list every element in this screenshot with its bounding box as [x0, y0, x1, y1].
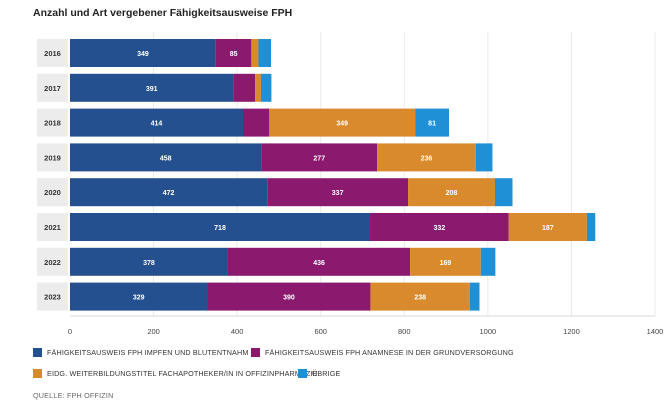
category-label-box — [37, 143, 68, 172]
x-tick-label: 200 — [147, 327, 160, 336]
data-label: 238 — [414, 295, 426, 302]
bar-segment — [260, 73, 272, 102]
bar-segment — [261, 143, 378, 172]
category-tick-label: 2018 — [44, 119, 61, 128]
bar-segment — [508, 213, 587, 241]
bar-segment — [494, 178, 513, 207]
data-label: 236 — [421, 155, 433, 162]
bar-segment — [70, 213, 371, 241]
bar-segment — [480, 247, 496, 276]
category-tick-label: 2021 — [44, 223, 61, 232]
data-label: 349 — [336, 121, 348, 128]
category-label-box — [37, 213, 68, 241]
data-label: 391 — [146, 86, 158, 93]
x-tick-label: 800 — [398, 327, 411, 336]
bar-segment — [70, 282, 208, 311]
legend-swatch — [33, 369, 42, 378]
bar-segment — [70, 39, 216, 67]
x-tick-label: 0 — [68, 327, 72, 336]
bar-segment — [70, 108, 243, 137]
category-label-box — [37, 108, 68, 137]
bar-segment — [227, 247, 411, 276]
data-label: 436 — [313, 260, 325, 267]
category-label-box — [37, 39, 68, 67]
chart-title: Anzahl und Art vergebener Fähigkeitsausw… — [33, 7, 293, 19]
bar-segment — [475, 143, 493, 172]
data-label: 187 — [542, 225, 554, 232]
bar-segment — [255, 73, 261, 102]
x-tick-label: 1400 — [647, 327, 664, 336]
data-label: 332 — [434, 225, 446, 232]
bar-segment — [586, 213, 596, 241]
legend-label: FÄHIGKEITSAUSWEIS FPH IMPFEN UND BLUTENT… — [47, 348, 249, 357]
data-label: 81 — [428, 121, 436, 128]
data-label: 169 — [440, 260, 452, 267]
bar-segment — [207, 282, 371, 311]
bar-segment — [410, 247, 481, 276]
data-label: 472 — [163, 190, 175, 197]
x-tick-label: 1000 — [480, 327, 497, 336]
bar-segment — [233, 73, 256, 102]
data-label: 337 — [332, 190, 344, 197]
bar-segment — [408, 178, 495, 207]
data-label: 378 — [143, 260, 155, 267]
legend-item: EIDG. WEITERBILDUNGSTITEL FACHAPOTHEKER/… — [33, 369, 318, 378]
bar-segment — [377, 143, 476, 172]
bar-segment — [469, 282, 480, 311]
category-tick-label: 2020 — [44, 188, 61, 197]
bar-segment — [242, 108, 270, 137]
data-label: 85 — [230, 51, 238, 58]
data-label: 277 — [313, 155, 325, 162]
data-label: 208 — [446, 190, 458, 197]
legend-item: ÜBRIGE — [298, 369, 340, 378]
bar-segment — [415, 108, 449, 137]
data-label: 329 — [133, 295, 145, 302]
data-label: 390 — [283, 295, 295, 302]
stacked-bar-chart: 2016 349 85 2017 391 2018 414 349 81 2019 458 277 23… — [37, 32, 664, 336]
data-label: 458 — [160, 155, 172, 162]
bar-segment — [267, 178, 409, 207]
bar-segment — [70, 73, 234, 102]
category-tick-label: 2017 — [44, 84, 61, 93]
bar-segment — [269, 108, 416, 137]
category-tick-label: 2019 — [44, 153, 61, 162]
source-note: QUELLE: FPH OFFIZIN — [33, 391, 114, 400]
legend-swatch — [33, 348, 42, 357]
bar-segment — [370, 213, 509, 241]
legend-item: FÄHIGKEITSAUSWEIS FPH IMPFEN UND BLUTENT… — [33, 348, 248, 357]
legend-swatch — [298, 369, 307, 378]
category-label-box — [37, 247, 68, 276]
bar-segment — [370, 282, 470, 311]
category-tick-label: 2016 — [44, 49, 61, 58]
legend-item: FÄHIGKEITSAUSWEIS FPH ANAMNESE IN DER GR… — [251, 348, 514, 357]
legend-label: EIDG. WEITERBILDUNGSTITEL FACHAPOTHEKER/… — [47, 369, 318, 378]
bar-segment — [215, 39, 252, 67]
data-label: 414 — [151, 121, 163, 128]
bar-segment — [258, 39, 271, 67]
x-tick-label: 1200 — [563, 327, 580, 336]
bar-segment — [70, 143, 262, 172]
category-label-box — [37, 178, 68, 207]
legend-swatch — [251, 348, 260, 357]
x-tick-label: 600 — [314, 327, 327, 336]
x-tick-label: 400 — [231, 327, 244, 336]
legend-label: FÄHIGKEITSAUSWEIS FPH ANAMNESE IN DER GR… — [265, 348, 514, 357]
category-tick-label: 2023 — [44, 293, 61, 302]
data-label: 349 — [137, 51, 149, 58]
bar-segment — [70, 178, 268, 207]
bar-segment — [70, 247, 228, 276]
category-label-box — [37, 73, 68, 102]
category-label-box — [37, 282, 68, 311]
category-tick-label: 2022 — [44, 258, 61, 267]
bar-segment — [251, 39, 259, 67]
data-label: 718 — [214, 225, 226, 232]
legend-label: ÜBRIGE — [312, 369, 341, 378]
